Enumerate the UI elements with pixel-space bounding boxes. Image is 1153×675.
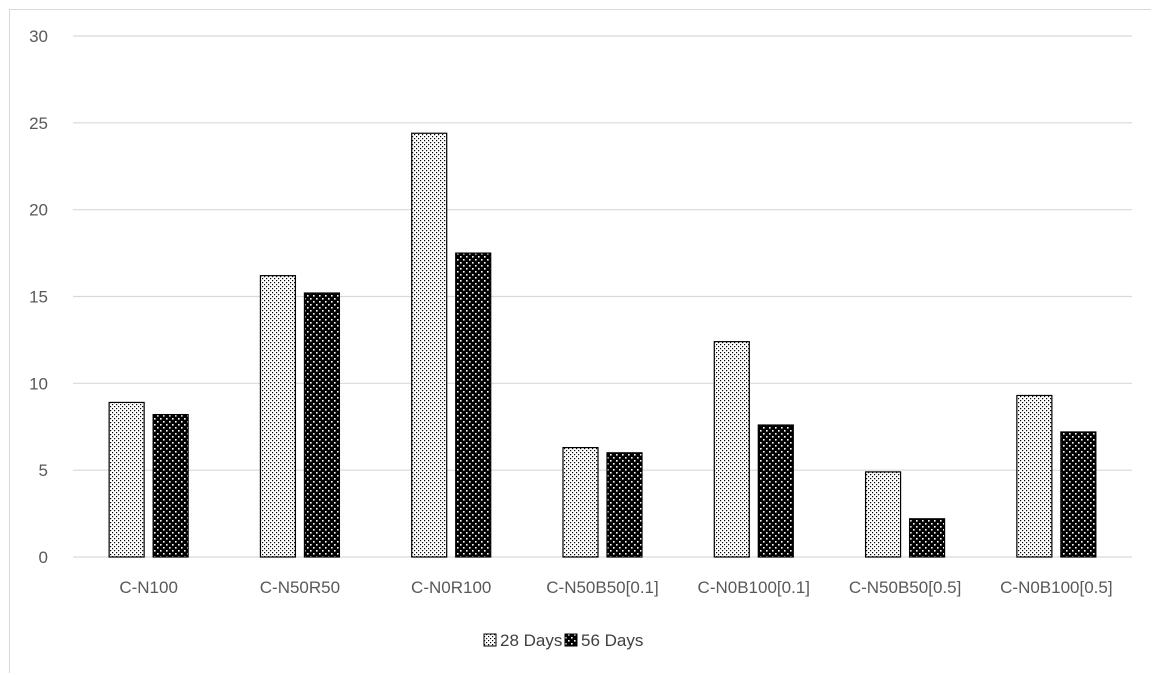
- x-tick-label: C-N50B50[0.5]: [849, 578, 961, 597]
- bar-56-days: [757, 424, 794, 558]
- legend-swatch: [564, 633, 578, 647]
- y-tick-label: 0: [39, 548, 48, 567]
- legend-label: 28 Days: [500, 631, 562, 650]
- gridlines: [73, 35, 1132, 558]
- x-tick-label: C-N0B100[0.5]: [1000, 578, 1112, 597]
- bar-28-days: [562, 446, 599, 558]
- x-tick-label: C-N0R100: [411, 578, 491, 597]
- bar-28-days: [864, 471, 902, 558]
- y-tick-label: 25: [29, 114, 48, 133]
- chart-frame: [9, 9, 1151, 673]
- bar-28-days: [259, 275, 297, 558]
- y-tick-label: 15: [29, 288, 48, 307]
- bar-56-days: [455, 252, 492, 558]
- bar-28-days: [108, 401, 145, 558]
- y-tick-label: 20: [29, 201, 48, 220]
- bar-56-days: [152, 413, 189, 558]
- x-tick-label: C-N50B50[0.1]: [546, 578, 658, 597]
- bar-28-days: [713, 341, 750, 558]
- x-axis-tick-labels: C-N100 C-N50R50 C-N0R100 C-N50B50[0.1] C-N0B…: [119, 578, 1112, 597]
- y-tick-label: 5: [39, 461, 48, 480]
- legend-swatch: [483, 633, 497, 647]
- bar-28-days: [411, 132, 448, 558]
- bars: [108, 132, 1097, 558]
- bar-28-days: [1016, 394, 1053, 558]
- bar-56-days: [908, 518, 946, 558]
- bar-56-days: [303, 292, 341, 558]
- bar-56-days: [606, 452, 643, 558]
- y-axis-tick-labels: 0 5 10 15 20 25 30: [29, 27, 48, 567]
- x-tick-label: C-N50R50: [260, 578, 340, 597]
- legend-label: 56 Days: [581, 631, 643, 650]
- x-tick-label: C-N100: [119, 578, 178, 597]
- y-tick-label: 10: [29, 374, 48, 393]
- legend: 28 Days 56 Days: [483, 631, 643, 650]
- bar-56-days: [1060, 431, 1097, 558]
- y-tick-label: 30: [29, 27, 48, 46]
- x-tick-label: C-N0B100[0.1]: [698, 578, 810, 597]
